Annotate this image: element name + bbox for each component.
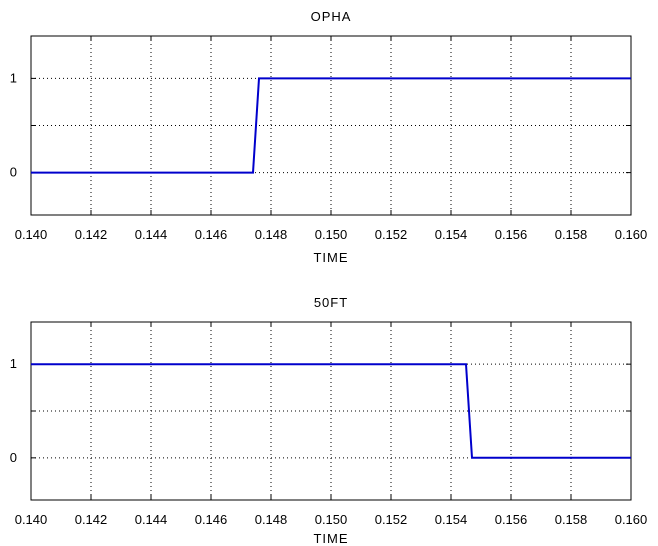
top-x-tick-label: 0.148 [255,227,288,242]
bottom-x-axis-label: TIME [313,531,348,546]
top-plot-frame [30,35,632,216]
bottom-y-tick-label: 0 [10,450,17,465]
top-x-tick-label: 0.150 [315,227,348,242]
bottom-x-tick-label: 0.146 [195,512,228,527]
bottom-signal-trace [31,363,631,459]
bottom-x-tick-label: 0.148 [255,512,288,527]
top-x-tick-label: 0.144 [135,227,168,242]
bottom-x-tick-label: 0.140 [15,512,48,527]
top-x-tick-label: 0.140 [15,227,48,242]
top-y-tick-label: 1 [10,70,17,85]
top-plot-area: 0.140 0.142 0.144 0.146 0.148 0.150 0.152 0.154… [10,35,648,242]
bottom-chart-title: 50FT [314,295,348,310]
bottom-y-tick-label: 1 [10,356,17,371]
bottom-plot-area: 0.140 0.142 0.144 0.146 0.148 0.150 0.152 0.154… [10,321,648,527]
panel-top: OPHA TIME 0.140 0.142 0.144 0.146 0.148 0.150… [10,9,648,265]
bottom-x-tick-label: 0.156 [495,512,528,527]
top-x-tick-label: 0.146 [195,227,228,242]
bottom-x-tick-label: 0.154 [435,512,468,527]
bottom-x-tick-label: 0.158 [555,512,588,527]
top-x-tick-label: 0.160 [615,227,648,242]
panel-bottom: 50FT TIME 0.140 0.142 0.144 0.146 0.148 0.150… [10,295,648,546]
bottom-x-tick-label: 0.160 [615,512,648,527]
top-x-tick-label: 0.158 [555,227,588,242]
top-x-tick-label: 0.142 [75,227,108,242]
bottom-x-tick-label: 0.144 [135,512,168,527]
bottom-plot-frame [30,321,632,501]
top-signal-trace [31,77,631,174]
top-x-tick-label: 0.152 [375,227,408,242]
top-x-tick-label: 0.156 [495,227,528,242]
bottom-x-tick-label: 0.150 [315,512,348,527]
top-chart-title: OPHA [311,9,352,24]
top-x-tick-label: 0.154 [435,227,468,242]
top-x-axis-label: TIME [313,250,348,265]
bottom-x-tick-label: 0.142 [75,512,108,527]
top-y-tick-label: 0 [10,165,17,180]
bottom-x-tick-label: 0.152 [375,512,408,527]
